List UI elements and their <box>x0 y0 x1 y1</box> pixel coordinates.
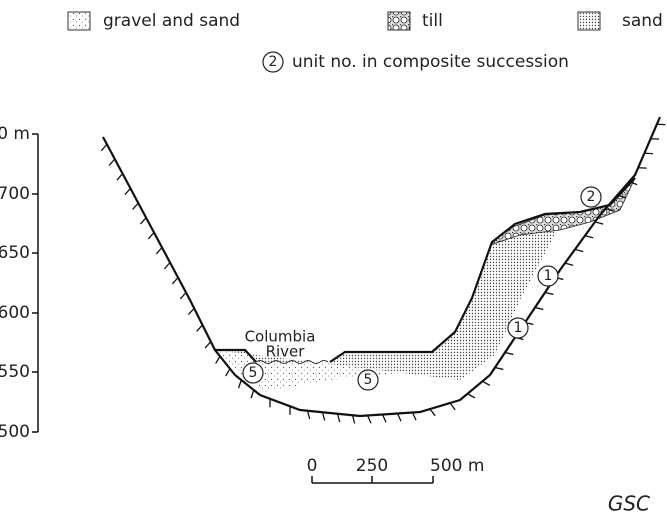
axis-label: 700 <box>0 184 30 204</box>
axis-label: 750 m <box>0 124 30 144</box>
bedrock-hatch <box>595 222 603 224</box>
bedrock-hatch <box>172 278 178 284</box>
credit: GSC <box>608 492 650 516</box>
legend-label: sand <box>622 11 663 31</box>
bedrock-hatch <box>156 248 162 254</box>
bedrock-hatch <box>565 263 573 265</box>
bedrock-hatch <box>535 308 543 310</box>
bedrock-hatch <box>164 263 170 269</box>
scale-label: 250 <box>356 456 388 476</box>
scale-label: 500 m <box>430 456 484 476</box>
legend-swatch-till <box>388 12 410 30</box>
bedrock-hatch <box>398 414 402 422</box>
bedrock-hatch <box>188 308 194 314</box>
bedrock-hatch <box>575 249 583 251</box>
bedrock-hatch <box>216 356 220 363</box>
bedrock-hatch <box>239 380 242 388</box>
legend-swatch-sand <box>578 12 600 30</box>
bedrock-hatch <box>180 293 186 299</box>
legend-label: gravel and sand <box>103 11 240 31</box>
bedrock-hatch <box>197 325 203 331</box>
bedrock-hatch <box>468 394 475 398</box>
river-label: River <box>266 343 306 361</box>
bedrock-hatch <box>148 233 154 239</box>
axis-label: 650 <box>0 243 30 263</box>
bedrock-hatch <box>585 236 593 238</box>
unit-symbol: 2 <box>269 54 278 70</box>
axis-label: 600 <box>0 303 30 323</box>
unit-marker: 1 <box>544 268 553 284</box>
legend-label: till <box>422 11 443 31</box>
axis-label: 500 <box>0 422 30 442</box>
bedrock-hatch <box>430 409 435 416</box>
bedrock-hatch <box>495 368 503 370</box>
unit-marker: 1 <box>514 320 523 336</box>
bedrock-hatch <box>368 416 372 424</box>
bedrock-hatch <box>413 413 417 421</box>
bedrock-hatch <box>109 159 115 165</box>
legend-swatch-gravel <box>68 12 90 30</box>
bedrock-hatch <box>505 353 513 355</box>
bedrock-hatch <box>483 381 490 385</box>
bedrock-hatch <box>117 174 123 180</box>
unit-marker: 5 <box>249 365 258 381</box>
cross-section-figure: gravel and sand till sand 2 unit no. in … <box>0 0 667 520</box>
bedrock-hatch <box>125 188 131 194</box>
unit-marker: 2 <box>587 189 596 205</box>
layout <box>38 12 635 483</box>
unit-marker: 5 <box>364 372 373 388</box>
bedrock-hatch <box>545 293 553 295</box>
bedrock-hatch <box>383 415 387 423</box>
unit-note: unit no. in composite succession <box>292 52 569 72</box>
bedrock-hatch <box>140 218 146 224</box>
bedrock-hatch <box>205 342 211 348</box>
bedrock-hatch <box>251 390 254 398</box>
bedrock-hatch <box>101 144 107 150</box>
bedrock-hatch <box>133 203 139 209</box>
page: gravel and sand till sand 2 unit no. in … <box>0 0 667 520</box>
axis-label: 550 <box>0 362 30 382</box>
scale-label: 0 <box>307 456 318 476</box>
bedrock-hatch <box>450 403 455 410</box>
bedrock-hatch <box>226 369 230 376</box>
